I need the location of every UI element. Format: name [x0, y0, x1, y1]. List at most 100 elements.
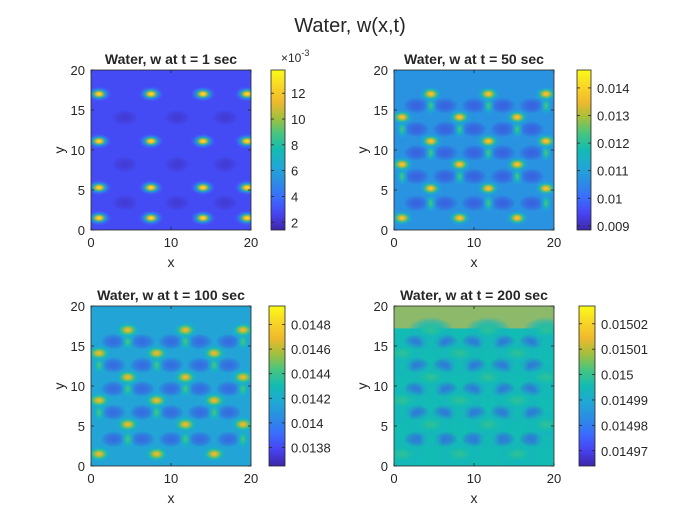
heatmap-trough: [212, 194, 238, 211]
heatmap-spot: [91, 391, 114, 410]
x-tick-label: 10: [467, 235, 481, 250]
panel-3: Water, w at t = 100 sec 0 10 20 0 5 10 15 20 x y 0.…: [51, 287, 331, 506]
heatmap-field: [91, 70, 251, 230]
colorbar-frame: [270, 69, 286, 231]
heatmap-spot: [142, 343, 172, 363]
heatmap-spot: [190, 179, 216, 196]
heatmap-spot: [113, 415, 143, 434]
heatmap-spot: [407, 364, 454, 391]
heatmap-spot: [417, 179, 444, 198]
colorbar-tick-label: 0.013: [597, 109, 630, 124]
panels: Water, w at t = 1 sec 0 10 20 0 5 10 15 20 x y 2 4 6 8…: [51, 48, 648, 506]
heatmap-spot: [475, 85, 502, 103]
heatmap-spot: [142, 391, 172, 410]
y-tick-label: 0: [381, 223, 388, 238]
panel-1: Water, w at t = 1 sec 0 10 20 0 5 10 15 20 x y 2 4 6 8…: [51, 48, 309, 270]
heatmap-trough: [403, 121, 430, 138]
x-axis-label: x: [471, 490, 478, 506]
heatmap-spot: [504, 108, 531, 126]
panel-2: Water, w at t = 50 sec 0 10 20 0 5 10 15 20 x y 0.0…: [354, 51, 630, 270]
heatmap-trough: [215, 404, 242, 421]
heatmap-spot: [394, 108, 415, 126]
colorbar: [269, 306, 285, 466]
x-tick-label: 20: [244, 471, 258, 486]
heatmap-spot: [171, 415, 200, 434]
heatmap-spot: [394, 387, 426, 414]
heatmap-trough: [432, 168, 459, 185]
x-axis-label: x: [471, 254, 478, 270]
heatmap-trough: [432, 144, 459, 161]
heatmap-trough: [518, 168, 545, 185]
panel-title: Water, w at t = 50 sec: [404, 51, 544, 67]
colorbar-tick-label: 0.01497: [601, 444, 648, 459]
colorbar-tick-label: 12: [291, 86, 305, 101]
heatmap-spot: [190, 133, 216, 150]
heatmap-spot: [446, 108, 473, 126]
heatmap-spot: [91, 210, 112, 226]
y-tick-label: 20: [71, 299, 85, 314]
heatmap-spot: [91, 86, 112, 102]
heatmap-spot: [533, 179, 554, 198]
heatmap-trough: [129, 357, 155, 374]
x-tick-label: 20: [547, 235, 561, 250]
x-tick-label: 0: [87, 471, 94, 486]
heatmap-spot: [394, 441, 426, 466]
x-axis-label: x: [168, 254, 175, 270]
heatmap-spot: [199, 391, 229, 410]
figure-title: Water, w(x,t): [294, 15, 405, 37]
heatmap-bridge: [481, 192, 495, 215]
x-axis-label: x: [168, 490, 175, 506]
heatmap-field: [394, 70, 554, 230]
heatmap-bridge: [235, 428, 251, 451]
y-axis-label: y: [354, 383, 370, 390]
y-tick-label: 15: [374, 339, 388, 354]
heatmap-trough: [164, 156, 190, 173]
colorbar-tick-label: 0.01499: [601, 393, 648, 408]
heatmap-spot: [494, 441, 541, 466]
y-tick-label: 15: [374, 103, 388, 118]
heatmap-spot: [91, 444, 114, 464]
colorbar-tick-label: 0.01501: [601, 342, 648, 357]
heatmap-spot: [91, 179, 112, 196]
heatmap-spot: [228, 415, 251, 434]
heatmap-trough: [112, 156, 138, 173]
x-tick-label: 10: [467, 471, 481, 486]
heatmap-trough: [518, 97, 545, 114]
heatmap-trough: [461, 195, 487, 212]
heatmap-spot: [138, 210, 164, 226]
heatmap-trough: [490, 195, 516, 212]
y-tick-label: 5: [78, 183, 85, 198]
heatmap-trough: [164, 109, 190, 126]
heatmap-spot: [394, 155, 415, 174]
y-axis-label: y: [51, 383, 67, 390]
heatmap-trough: [100, 404, 127, 421]
x-tick-label: 10: [164, 471, 178, 486]
heatmap-spot: [234, 133, 251, 150]
x-tick-label: 0: [390, 471, 397, 486]
y-tick-label: 0: [381, 459, 388, 474]
heatmap-spot: [494, 340, 541, 367]
heatmap-trough: [215, 431, 242, 448]
heatmap-trough: [403, 144, 430, 161]
heatmap-spot: [446, 209, 473, 227]
heatmap-trough: [432, 195, 459, 212]
heatmap-spot: [446, 155, 473, 174]
heatmap-trough: [158, 404, 184, 421]
heatmap-spot: [138, 133, 164, 150]
y-tick-label: 10: [374, 379, 388, 394]
y-tick-label: 15: [71, 339, 85, 354]
heatmap-spot: [138, 86, 164, 102]
heatmap-trough: [403, 168, 430, 185]
heatmap-trough: [518, 195, 545, 212]
y-tick-label: 5: [78, 419, 85, 434]
heatmap-spot: [407, 317, 454, 343]
colorbar-exponent-base: ×10: [281, 51, 302, 65]
y-tick-label: 20: [374, 63, 388, 78]
heatmap-spot: [522, 364, 554, 391]
colorbar-frame: [268, 305, 286, 467]
heatmap-spot: [190, 86, 216, 102]
colorbar-tick-label: 0.01498: [601, 418, 648, 433]
y-tick-label: 20: [374, 299, 388, 314]
heatmap-spot: [436, 441, 483, 466]
y-tick-label: 15: [71, 103, 85, 118]
